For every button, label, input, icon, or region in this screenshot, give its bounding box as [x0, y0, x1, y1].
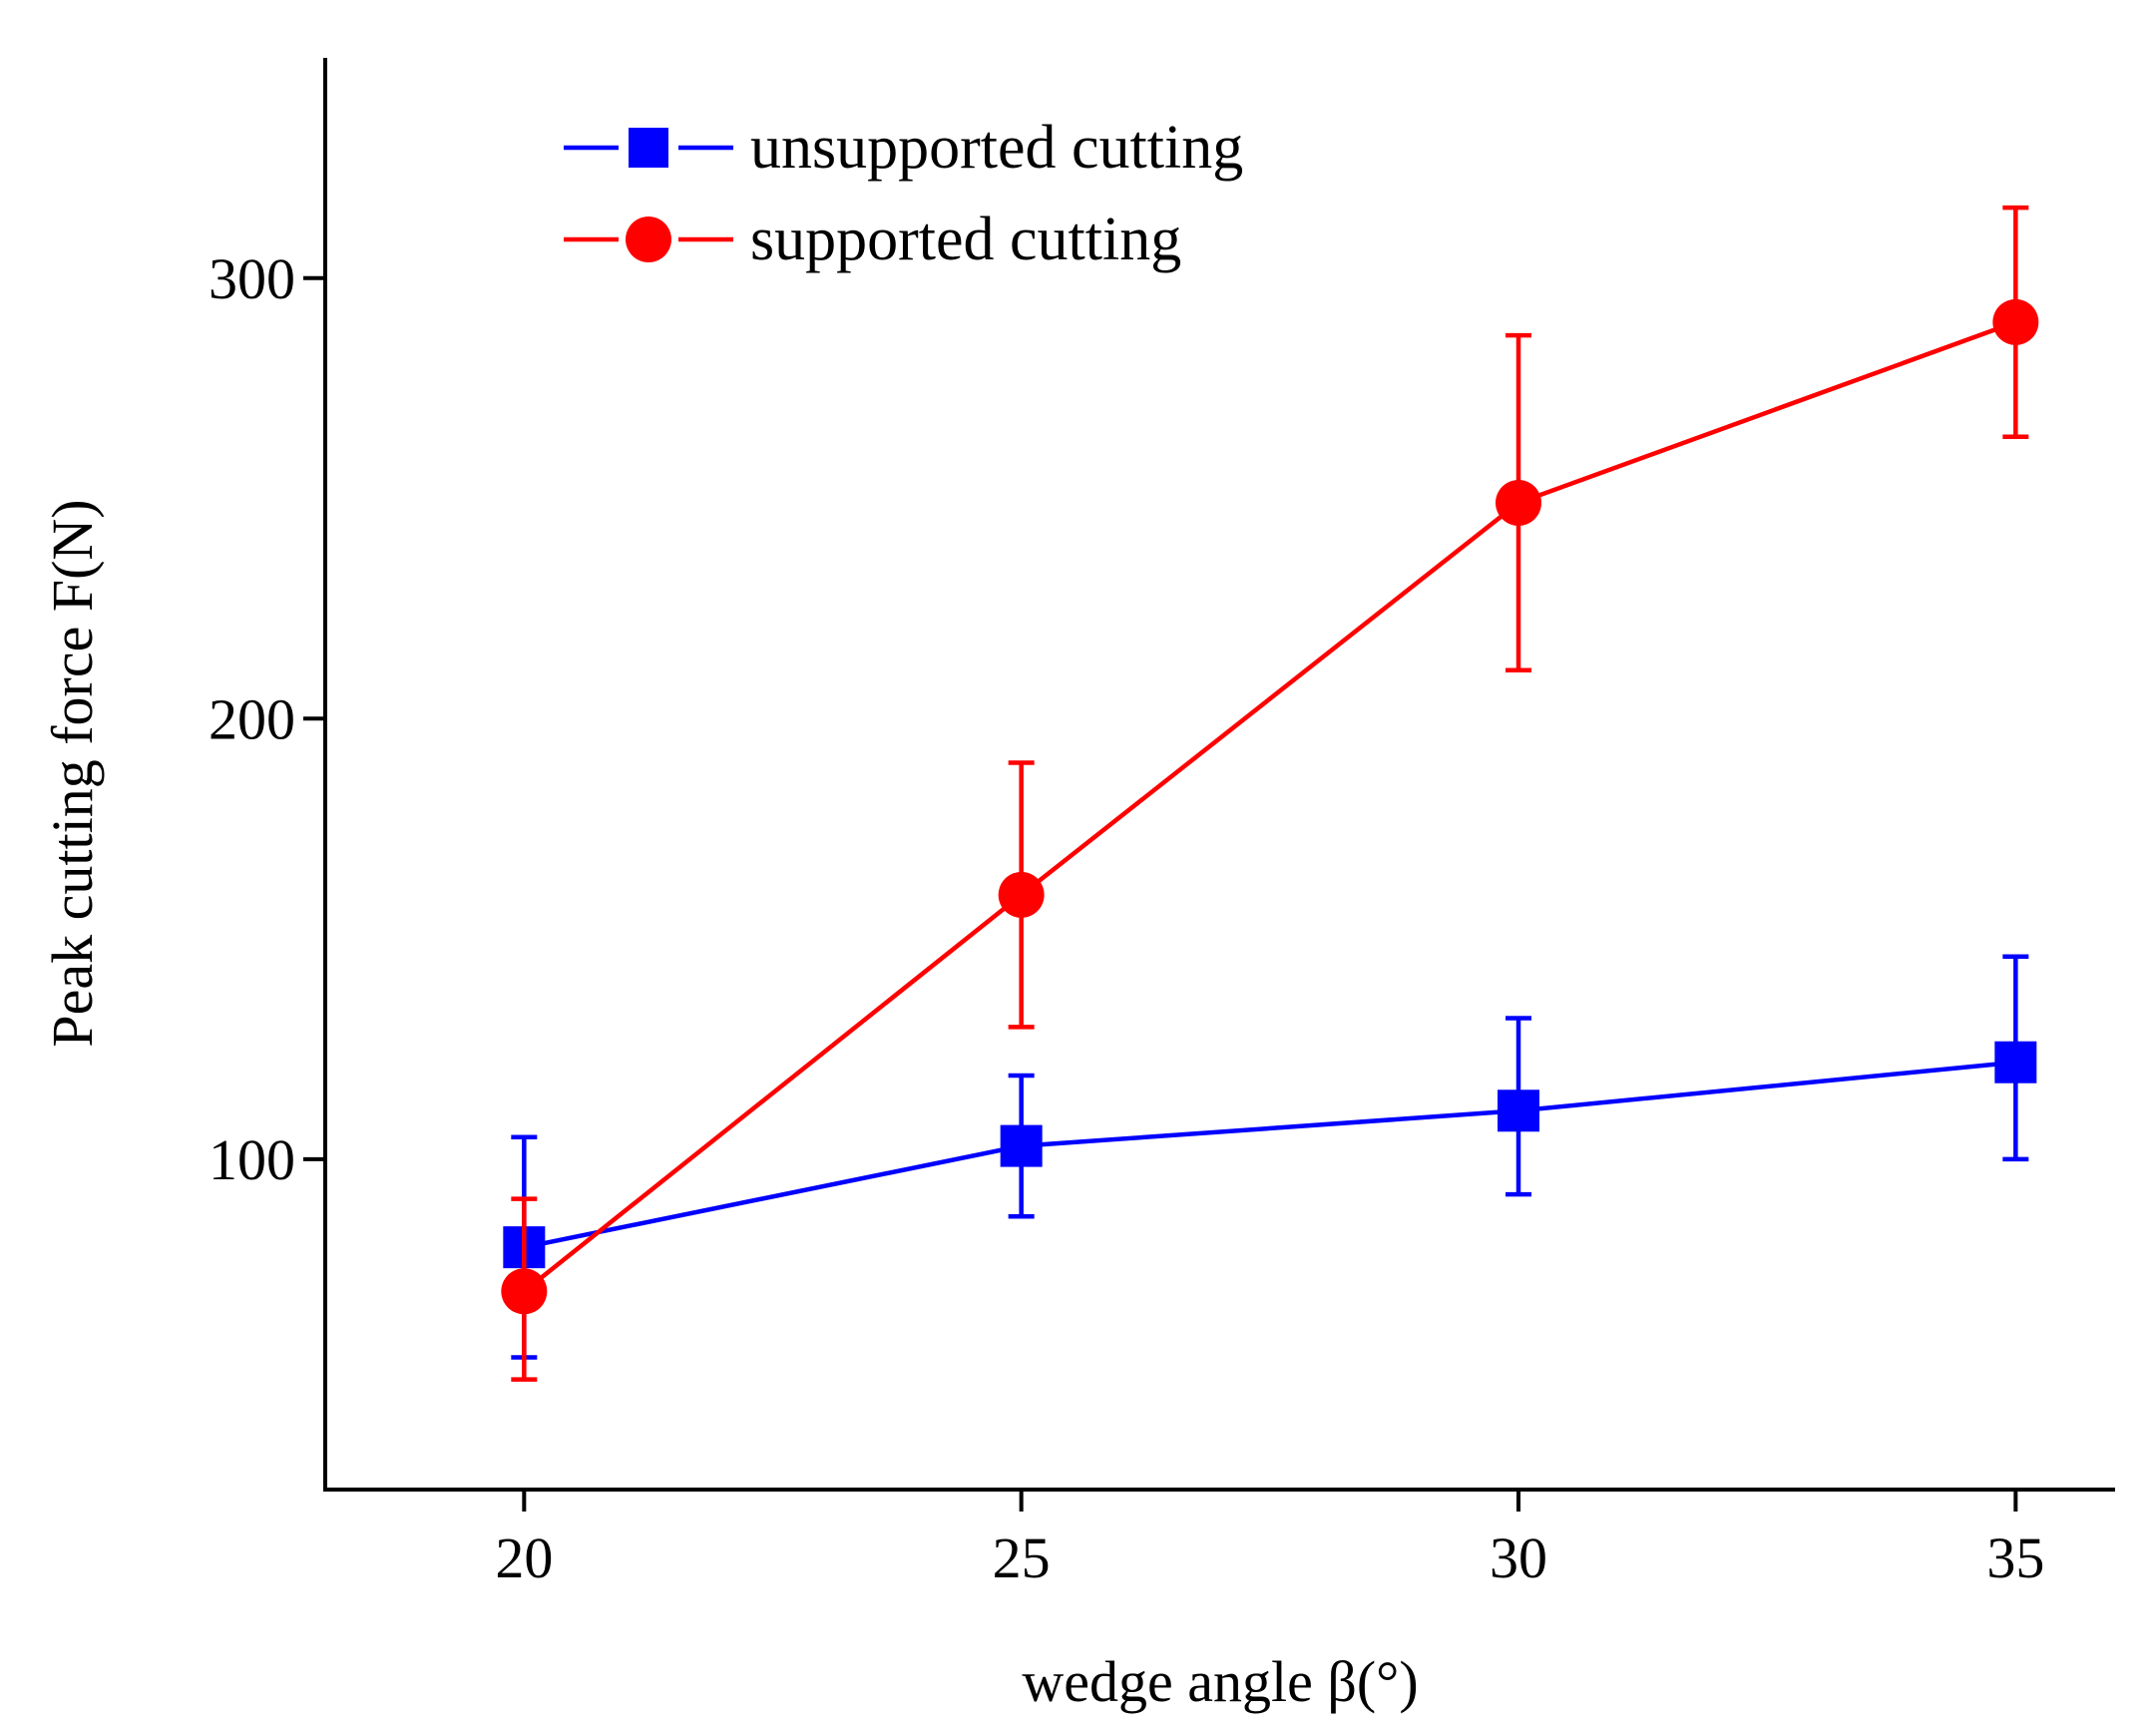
data-point-circle [998, 871, 1045, 918]
series-supported [501, 205, 2039, 1382]
legend-label: supported cutting [750, 206, 1181, 273]
y-tick-label: 100 [209, 1127, 295, 1192]
data-point-square [1000, 1124, 1043, 1167]
x-tick-label: 35 [1986, 1525, 2044, 1590]
legend-label: unsupported cutting [750, 114, 1243, 182]
y-axis-ticks: 100 200 300 [209, 246, 325, 1192]
plot-area [501, 205, 2039, 1382]
x-axis-ticks: 20 25 30 35 [495, 1490, 2044, 1590]
data-point-circle [501, 1268, 548, 1315]
data-point-circle [1992, 298, 2039, 345]
data-point-circle [1496, 479, 1541, 526]
legend-item: supported cutting [564, 206, 1181, 273]
series-line [523, 1060, 2016, 1250]
legend: unsupported cutting supported cutting [564, 114, 1243, 273]
y-tick-label: 200 [209, 686, 295, 751]
x-tick-label: 20 [495, 1525, 553, 1590]
data-point-square [1498, 1089, 1539, 1132]
x-tick-label: 30 [1490, 1525, 1547, 1590]
series-unsupported [503, 954, 2037, 1360]
legend-square-marker [629, 128, 668, 168]
x-axis-label: wedge angle β(°) [1022, 1649, 1418, 1714]
y-axis-label: Peak cutting force F(N) [40, 499, 105, 1047]
data-point-square [1994, 1041, 2037, 1084]
x-tick-label: 25 [993, 1525, 1051, 1590]
y-tick-label: 300 [209, 246, 295, 311]
series-line [522, 319, 2017, 1294]
legend-circle-marker [626, 217, 671, 262]
legend-item: unsupported cutting [564, 114, 1243, 182]
